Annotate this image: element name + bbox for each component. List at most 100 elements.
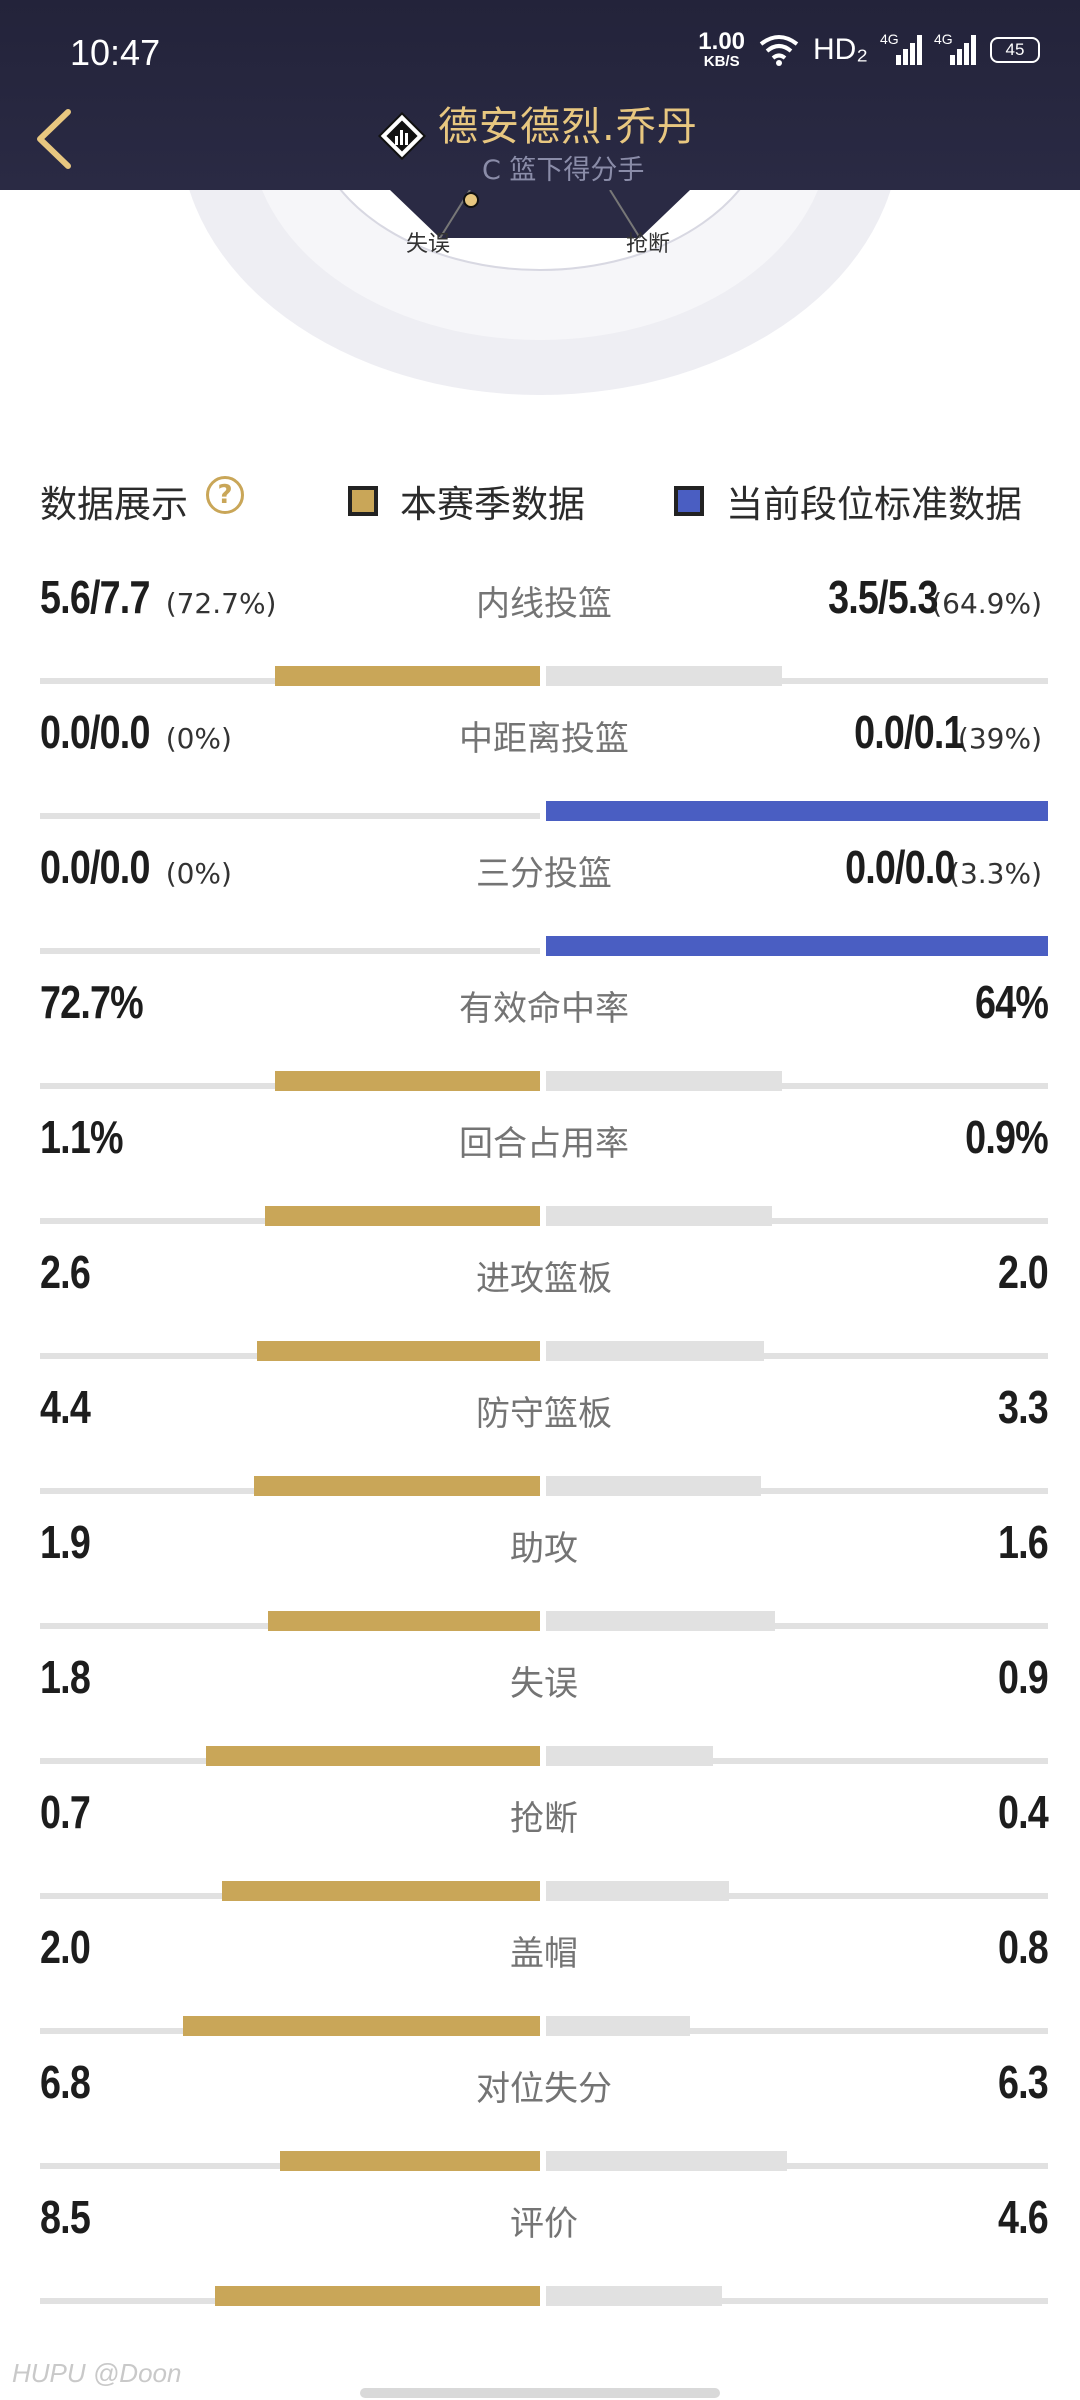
legend-season: 本赛季数据	[348, 474, 585, 528]
standard-value: 0.8	[987, 1920, 1049, 1980]
signal-icon: 4G	[880, 31, 922, 65]
standard-number: 0.4	[998, 1786, 1049, 1838]
season-value: 5.6/7.7 (72.7%)	[40, 570, 276, 630]
season-bar	[215, 2286, 540, 2306]
season-value: 1.8	[40, 1650, 93, 1710]
back-arrow-icon[interactable]	[30, 108, 78, 170]
season-value: 2.6	[40, 1245, 93, 1305]
standard-bar	[546, 936, 1048, 956]
season-number: 2.6	[40, 1246, 91, 1298]
stat-row: 5.6/7.7 (72.7%) 内线投篮 3.5/5.3 (64.9%)	[40, 570, 1048, 705]
standard-bar	[546, 1611, 775, 1631]
season-number: 2.0	[40, 1921, 91, 1973]
standard-number: 0.0/0.0	[845, 841, 956, 893]
stat-label: 对位失分	[476, 2069, 612, 2109]
legend-title: 数据展示	[40, 483, 188, 526]
season-value: 2.0	[40, 1920, 93, 1980]
stat-label: 回合占用率	[459, 1124, 629, 1164]
stat-row: 8.5 评价 4.6	[40, 2190, 1049, 2325]
stat-row: 6.8 对位失分 6.3	[40, 2055, 1049, 2190]
standard-value: 3.5/5.3 (64.9%)	[804, 570, 1042, 630]
season-bar	[265, 1206, 540, 1226]
signal-icon-2: 4G	[934, 31, 976, 65]
season-percent: (0%)	[165, 857, 232, 890]
season-number: 0.0/0.0	[40, 706, 150, 758]
standard-number: 6.3	[998, 2056, 1049, 2108]
season-bar	[275, 1071, 540, 1091]
season-value: 4.4	[40, 1380, 93, 1440]
stat-row: 72.7% 有效命中率 64%	[40, 975, 1049, 1110]
legend-standard: 当前段位标准数据	[674, 474, 1022, 528]
radar-label-turnover: 失误	[406, 232, 451, 257]
season-number: 6.8	[40, 2056, 91, 2108]
season-value: 72.7%	[40, 975, 157, 1035]
player-role: C 篮下得分手	[482, 155, 645, 186]
season-bar-track	[40, 948, 540, 954]
stat-label: 失误	[510, 1664, 578, 1704]
hd-indicator: HD₂	[813, 32, 868, 66]
season-number: 4.4	[40, 1381, 91, 1433]
standard-number: 3.5/5.3	[827, 571, 938, 623]
watermark: HUPU @Doon	[12, 2358, 182, 2388]
standard-bar	[546, 801, 1048, 821]
season-bar	[268, 1611, 540, 1631]
legend-standard-label: 当前段位标准数据	[726, 483, 1022, 526]
season-number: 1.9	[40, 1516, 91, 1568]
signal-label: 4G	[880, 30, 899, 47]
standard-bar	[546, 1881, 729, 1901]
net-speed: 1.00 KB/S	[698, 28, 746, 70]
stat-label: 中距离投篮	[459, 719, 629, 759]
stat-row: 1.9 助攻 1.6	[40, 1515, 1049, 1650]
standard-value: 3.3	[987, 1380, 1049, 1440]
standard-number: 0.9%	[965, 1111, 1049, 1163]
standard-value: 0.9%	[947, 1110, 1049, 1170]
season-percent: (0%)	[165, 722, 232, 755]
standard-bar-track	[546, 1353, 1048, 1359]
standard-bar-track	[546, 1488, 1048, 1494]
status-icons: 1.00 KB/S HD₂ 4G 4G 45	[698, 30, 1040, 69]
standard-percent: (39%)	[957, 722, 1042, 755]
battery-icon: 45	[990, 36, 1040, 63]
standard-bar-track	[546, 1218, 1048, 1224]
season-value: 1.1%	[40, 1110, 133, 1170]
standard-bar	[546, 1206, 772, 1226]
question-icon[interactable]: ?	[206, 476, 244, 514]
stat-label: 助攻	[510, 1529, 578, 1569]
season-bar	[183, 2016, 540, 2036]
standard-value: 0.4	[987, 1785, 1049, 1845]
season-value: 6.8	[40, 2055, 93, 2115]
standard-value: 0.9	[987, 1650, 1049, 1710]
standard-value: 0.0/0.1 (39%)	[830, 705, 1042, 765]
stat-label: 盖帽	[510, 1934, 578, 1974]
home-indicator[interactable]	[360, 2388, 720, 2398]
stat-row: 0.7 抢断 0.4	[40, 1785, 1049, 1920]
legend: 数据展示 ? 本赛季数据 当前段位标准数据	[40, 470, 1050, 526]
standard-number: 0.0/0.1	[854, 706, 964, 758]
net-speed-value: 1.00	[698, 28, 746, 55]
season-number: 8.5	[40, 2191, 91, 2243]
stat-label: 防守篮板	[476, 1394, 612, 1434]
standard-value: 6.3	[987, 2055, 1049, 2115]
standard-bar	[546, 1341, 764, 1361]
standard-bar-track	[546, 678, 1048, 684]
season-bar	[222, 1881, 540, 1901]
stat-row: 2.0 盖帽 0.8	[40, 1920, 1049, 2055]
standard-number: 1.6	[998, 1516, 1049, 1568]
position-badge-icon	[378, 112, 426, 160]
season-value: 0.7	[40, 1785, 93, 1845]
standard-bar-track	[546, 1623, 1048, 1629]
season-number: 1.1%	[40, 1111, 124, 1163]
standard-number: 64%	[974, 976, 1049, 1028]
legend-season-label: 本赛季数据	[400, 483, 585, 526]
standard-value: 4.6	[987, 2190, 1049, 2250]
season-number: 0.7	[40, 1786, 91, 1838]
standard-bar-track	[546, 1758, 1048, 1764]
standard-number: 0.8	[998, 1921, 1049, 1973]
stat-row: 1.1% 回合占用率 0.9%	[40, 1110, 1049, 1245]
season-bar	[254, 1476, 540, 1496]
stat-label: 评价	[510, 2204, 578, 2244]
net-speed-unit: KB/S	[703, 53, 740, 70]
standard-percent: (3.3%)	[949, 857, 1042, 890]
standard-bar-track	[546, 1893, 1048, 1899]
standard-number: 0.9	[998, 1651, 1049, 1703]
